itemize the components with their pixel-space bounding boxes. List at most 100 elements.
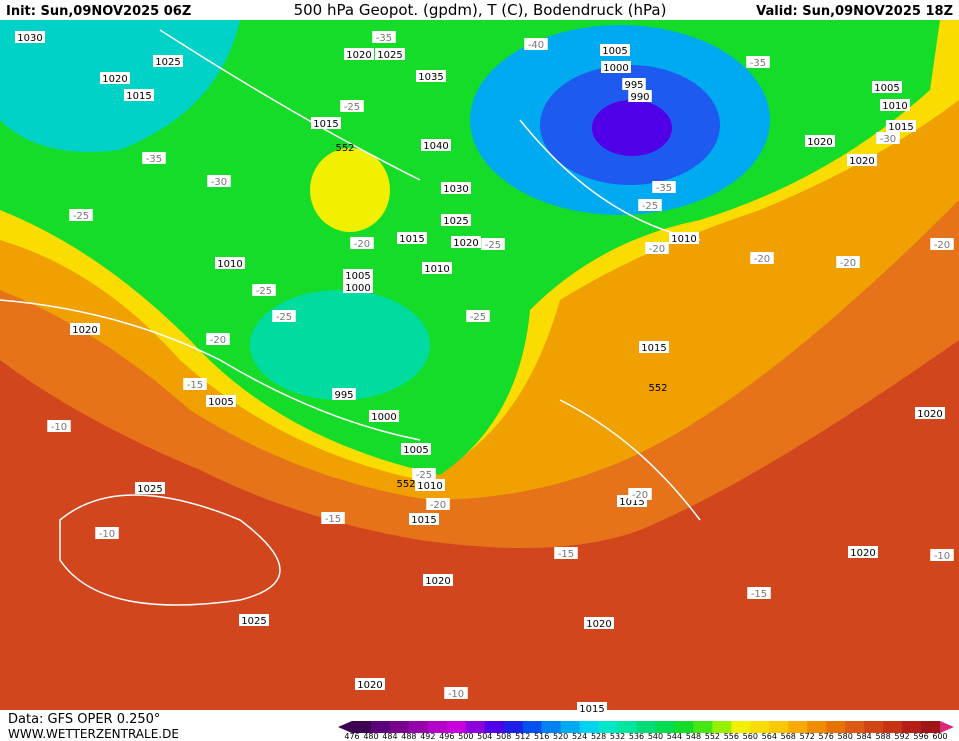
pressure-label-box [401,443,431,455]
pressure-label-box [628,90,652,102]
temperature-label: -35 [750,58,766,69]
colorbar-swatch [408,721,429,733]
colorbar-tick-label: 536 [629,732,644,741]
pressure-label-box [416,70,446,82]
pressure-label-box [441,214,471,226]
temperature-label: -20 [754,254,770,265]
colorbar-tick-label: 500 [458,732,473,741]
pressure-label: 1015 [411,515,436,526]
colorbar-tick-label: 544 [667,732,682,741]
colorbar-tick-label: 496 [439,732,454,741]
pressure-label-box [601,61,631,73]
pressure-label: 1005 [403,445,428,456]
pressure-label-box [848,546,878,558]
colorbar-tick-label: 540 [648,732,663,741]
colorbar-swatch [370,721,391,733]
pressure-label: 1010 [424,264,449,275]
pressure-label-box [415,479,445,491]
pressure-label-box [622,78,646,90]
pressure-label: 1010 [671,234,696,245]
colorbar-tick-label: 584 [856,732,871,741]
pressure-label-box [206,395,236,407]
temperature-label-box [746,56,770,68]
pressure-label: 1010 [217,259,242,270]
temperature-label-box [750,252,774,264]
temperature-label: -20 [210,335,226,346]
pressure-label: 1015 [619,497,644,508]
temperature-label: -20 [430,500,446,511]
field-cyan [0,20,240,152]
colorbar-tick-label: 512 [515,732,530,741]
pressure-label: 1015 [579,704,604,715]
pressure-label-box [369,410,399,422]
colorbar-tick-label: 520 [553,732,568,741]
pressure-label: 1030 [17,33,42,44]
pressure-label-box [872,81,902,93]
pressure-label: 1020 [357,680,382,691]
pressure-label: 1020 [850,548,875,559]
colorbar-tick-label: 552 [705,732,720,741]
pressure-label-box [421,139,451,151]
pressure-label-box [847,154,877,166]
pressure-label: 1020 [102,74,127,85]
warm-pocket [310,148,390,232]
temperature-label: -20 [354,239,370,250]
colorbar-tick-label: 480 [363,732,378,741]
pressure-label-box [886,120,916,132]
colorbar-tick-label: 556 [724,732,739,741]
colorbar-swatch [769,721,789,733]
temperature-label: -15 [325,514,341,525]
geopotential-label: 552 [335,143,354,154]
colorbar-swatch [541,721,562,733]
colorbar-swatch [864,721,884,733]
colorbar-swatch [845,721,865,733]
pressure-label: 1020 [453,238,478,249]
colorbar-swatch [826,721,846,733]
temperature-label: -10 [448,689,464,700]
temperature-label: -25 [256,286,272,297]
colorbar-swatch [579,721,600,733]
pressure-label-box [451,236,481,248]
temperature-label-box [412,468,436,480]
pressure-label-box [100,72,130,84]
pressure-label: 1035 [418,72,443,83]
colorbar-tick-label: 568 [781,732,796,741]
pressure-label-box [70,323,100,335]
temperature-label-box [444,687,468,699]
pressure-label: 1005 [602,46,627,57]
colorbar-tick-label: 592 [894,732,909,741]
temperature-label-box [481,238,505,250]
pressure-label: 1025 [443,216,468,227]
trough-core [592,100,672,156]
temperature-label: -40 [528,40,544,51]
map-title: 500 hPa Geopot. (gpdm), T (C), Bodendruc… [294,1,667,19]
temperature-label-box [47,420,71,432]
colorbar-swatch [807,721,827,733]
pressure-label-box [422,262,452,274]
temperature-label: -35 [376,33,392,44]
temperature-label: -20 [840,258,856,269]
pressure-label-box [215,257,245,269]
pressure-label: 1010 [417,481,442,492]
pressure-label: 1015 [641,343,666,354]
colorbar-swatch [617,721,638,733]
pressure-label-box [239,614,269,626]
pressure-label-box [343,281,373,293]
pressure-label: 1020 [425,576,450,587]
temperature-label: -25 [416,470,432,481]
colorbar-swatch [788,721,808,733]
pressure-label-box [311,117,341,129]
pressure-label-box [669,232,699,244]
init-time: Init: Sun,09NOV2025 06Z [6,4,191,19]
pressure-label-box [600,44,630,56]
pressure-label-box [915,407,945,419]
temperature-label-box [206,333,230,345]
pressure-label-box [332,388,356,400]
temperature-label-box [207,175,231,187]
pressure-label: 1025 [137,484,162,495]
temperature-label: -25 [485,240,501,251]
pressure-label-box [805,135,835,147]
pressure-label: 1030 [443,184,468,195]
pressure-label-box [639,341,669,353]
